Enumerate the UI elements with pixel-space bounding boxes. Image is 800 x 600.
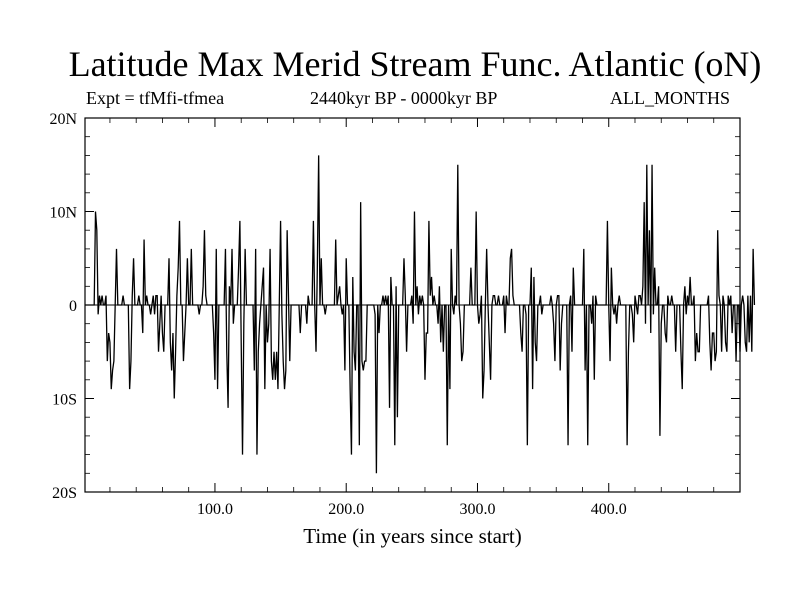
months-label: ALL_MONTHS <box>610 88 730 108</box>
y-tick-label: 10S <box>52 392 77 409</box>
series-layer <box>85 155 756 474</box>
y-tick-label: 20N <box>49 111 77 128</box>
experiment-label: Expt = tfMfi-tfmea <box>86 88 225 108</box>
y-tick-label: 0 <box>69 298 77 315</box>
x-tick-label: 400.0 <box>591 501 627 518</box>
series-line-0 <box>85 155 756 474</box>
chart-title: Latitude Max Merid Stream Func. Atlantic… <box>68 44 762 84</box>
ticks: 20N 10N 0 10S 20S 100.0 200.0 300.0 400.0 Time (i… <box>49 111 740 548</box>
y-tick-label: 20S <box>52 485 77 502</box>
x-tick-label: 200.0 <box>328 501 364 518</box>
time-range-label: 2440kyr BP - 0000kyr BP <box>310 88 498 108</box>
x-tick-label: 300.0 <box>459 501 495 518</box>
x-axis-label: Time (in years since start) <box>303 524 522 548</box>
y-tick-label: 10N <box>49 205 77 222</box>
x-tick-label: 100.0 <box>197 501 233 518</box>
